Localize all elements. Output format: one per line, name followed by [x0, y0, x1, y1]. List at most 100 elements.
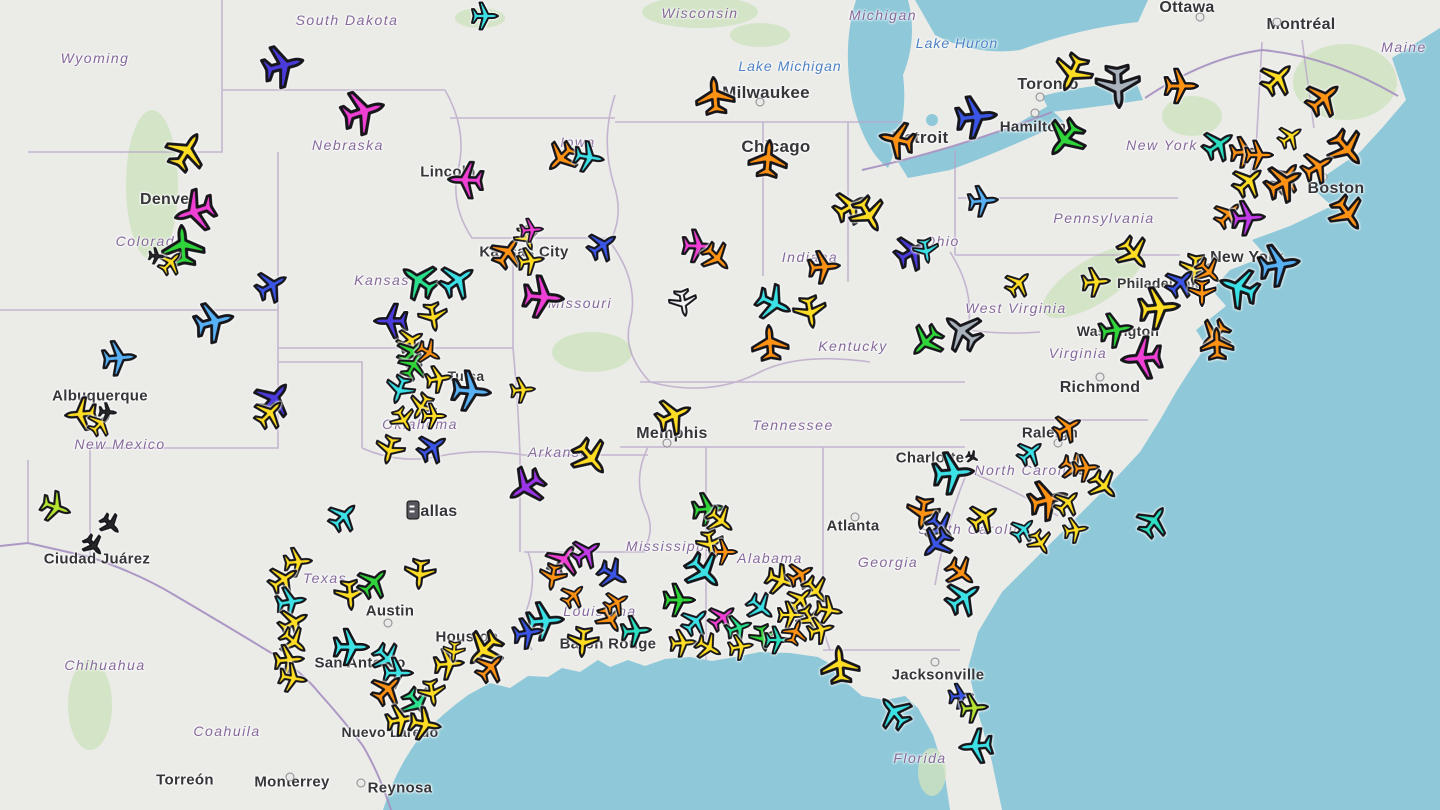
city-dot: [1035, 92, 1045, 102]
city-label: Jacksonville: [891, 666, 985, 684]
airplane-icon[interactable]: [446, 367, 494, 415]
state-label: Colorado: [115, 233, 185, 249]
airplane-icon[interactable]: [507, 375, 537, 405]
city-label: Richmond: [1059, 379, 1141, 396]
airplane-icon[interactable]: [910, 234, 942, 266]
airplane-icon[interactable]: [617, 613, 654, 650]
state-label: Virginia: [1048, 345, 1108, 361]
state-label: Kentucky: [818, 338, 888, 354]
city-label: Memphis: [636, 425, 708, 442]
city-dot: [383, 618, 393, 628]
state-label: New York: [1126, 137, 1198, 153]
city-dot: [1272, 17, 1282, 27]
city-dot: [1195, 12, 1205, 22]
city-dot: [850, 512, 860, 522]
state-label: Georgia: [857, 554, 919, 570]
city-label: Chicago: [741, 137, 811, 156]
airplane-icon[interactable]: [749, 323, 792, 366]
state-label: West Virginia: [965, 300, 1067, 316]
state-label: Maine: [1381, 39, 1427, 55]
city-label: Denver: [139, 191, 197, 208]
airplane-icon[interactable]: [441, 638, 467, 664]
airplane-icon[interactable]: [745, 137, 791, 183]
state-label: South Dakota: [295, 12, 399, 28]
state-label: Michigan: [848, 7, 918, 23]
airplane-icon[interactable]: [803, 247, 842, 286]
state-label: Nebraska: [312, 137, 384, 153]
airplane-icon[interactable]: [950, 92, 1001, 143]
city-label: Ciudad Juárez: [43, 550, 151, 568]
airplane-icon[interactable]: [96, 401, 118, 423]
city-dot: [662, 438, 672, 448]
city-label: Montréal: [1266, 16, 1336, 33]
state-label: Tennessee: [752, 417, 834, 433]
airplane-icon[interactable]: [956, 691, 991, 726]
airplane-icon[interactable]: [964, 183, 1001, 220]
state-label: Wyoming: [60, 50, 130, 66]
airplane-icon[interactable]: [817, 643, 863, 689]
airplane-icon[interactable]: [402, 555, 439, 592]
airplane-icon[interactable]: [568, 137, 607, 176]
airplane-icon[interactable]: [1093, 60, 1143, 110]
city-dot: [1095, 372, 1105, 382]
water-area: [383, 0, 1440, 810]
airplane-icon[interactable]: [956, 725, 997, 766]
city-label: Atlanta: [826, 517, 880, 535]
city-dot: [285, 772, 295, 782]
airplane-icon[interactable]: [692, 74, 738, 120]
airplane-icon[interactable]: [1161, 67, 1199, 105]
city-dot: [755, 97, 765, 107]
city-label: Hamilton: [999, 118, 1067, 136]
city-dot: [356, 778, 366, 788]
airplane-icon[interactable]: [517, 272, 567, 322]
city-label: Torreón: [156, 771, 214, 789]
state-label: Wisconsin: [661, 5, 739, 21]
city-label: Albuquerque: [52, 387, 148, 405]
airplane-icon[interactable]: [469, 1, 499, 31]
city-dot: [930, 657, 940, 667]
state-label: Pennsylvania: [1053, 210, 1155, 226]
state-label: Chihuahua: [64, 657, 146, 673]
airplane-icon[interactable]: [1198, 326, 1235, 363]
airplane-icon[interactable]: [724, 631, 756, 663]
airplane-icon[interactable]: [789, 290, 831, 332]
airplane-icon[interactable]: [811, 593, 846, 628]
airplane-icon[interactable]: [507, 613, 546, 652]
airplane-icon[interactable]: [403, 703, 445, 745]
state-label: Coahuila: [193, 723, 261, 739]
state-label: Kansas: [354, 272, 410, 288]
state-label: Florida: [893, 750, 947, 766]
water-label: Lake Michigan: [738, 58, 842, 74]
city-label: Austin: [365, 602, 415, 620]
airplane-icon[interactable]: [97, 337, 138, 378]
state-label: New Mexico: [74, 436, 166, 452]
airplane-icon[interactable]: [1133, 283, 1184, 334]
airplane-icon[interactable]: [330, 627, 370, 667]
airplane-icon[interactable]: [146, 246, 166, 266]
airplane-icon[interactable]: [446, 159, 487, 200]
city-dot: [1030, 108, 1040, 118]
airplane-icon[interactable]: [1227, 198, 1268, 239]
airplane-icon[interactable]: [517, 216, 545, 244]
airplane-icon[interactable]: [1187, 277, 1217, 307]
airplane-icon[interactable]: [1078, 265, 1113, 300]
city-label: Milwaukee: [722, 83, 810, 102]
state-label: North Carolina: [974, 462, 1086, 478]
state-label: Mississippi: [625, 538, 711, 554]
city-label: Dallas: [408, 503, 458, 520]
building-icon: [406, 500, 420, 520]
state-label: Alabama: [737, 550, 803, 566]
state-label: Texas: [302, 570, 348, 586]
state-borders: [0, 0, 1315, 660]
water-label: Lake Huron: [915, 35, 999, 51]
airplane-icon[interactable]: [565, 623, 602, 660]
city-label: Reynosa: [367, 779, 433, 797]
city-label: Monterrey: [254, 773, 330, 791]
airplane-icon[interactable]: [1118, 333, 1168, 383]
airplane-icon[interactable]: [273, 659, 310, 696]
city-label: Ottawa: [1159, 0, 1215, 16]
airplane-icon[interactable]: [666, 285, 701, 320]
airplane-icon[interactable]: [1059, 514, 1091, 546]
